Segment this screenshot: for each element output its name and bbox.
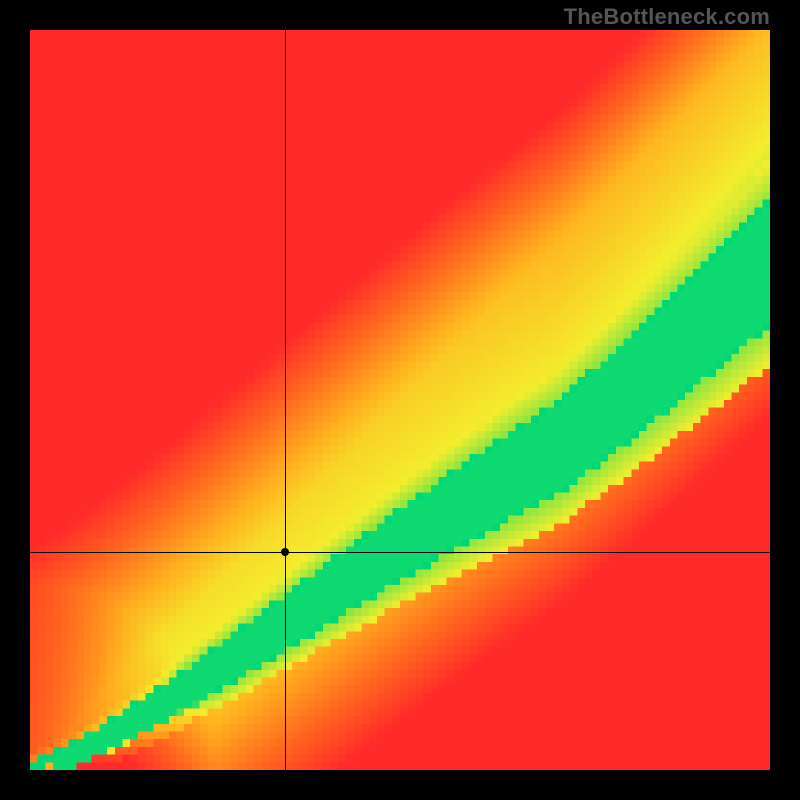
crosshair-vertical (285, 30, 286, 770)
plot-area (30, 30, 770, 770)
watermark-text: TheBottleneck.com (564, 4, 770, 30)
marker-point (281, 548, 289, 556)
chart-container: TheBottleneck.com (0, 0, 800, 800)
heatmap-canvas (30, 30, 770, 770)
crosshair-horizontal (30, 552, 770, 553)
